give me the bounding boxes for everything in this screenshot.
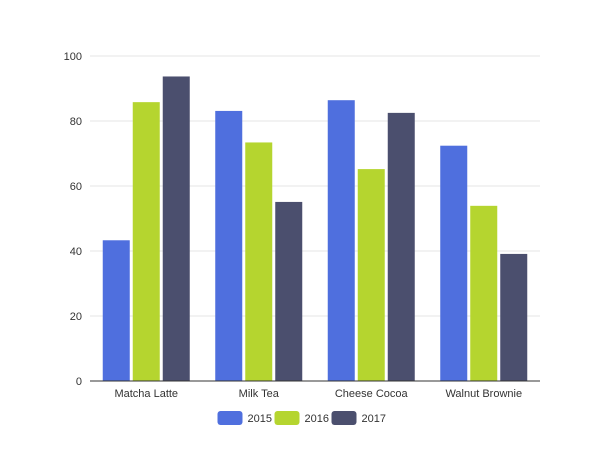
y-tick-label: 0 <box>76 376 82 388</box>
bar-2015-matcha-latte <box>102 240 130 381</box>
bar-2015-milk-tea <box>215 110 243 382</box>
legend-swatch-2016 <box>274 411 300 425</box>
bar-2017-matcha-latte <box>162 76 190 381</box>
x-tick-label: Cheese Cocoa <box>335 388 409 400</box>
x-tick-label: Walnut Brownie <box>445 388 522 400</box>
legend: 2015 2016 2017 <box>217 411 386 425</box>
y-tick-label: 100 <box>64 51 82 63</box>
x-axis-labels: Matcha Latte Milk Tea Cheese Cocoa Walnut B… <box>114 388 522 400</box>
y-tick-label: 80 <box>70 116 82 128</box>
legend-label-2017: 2017 <box>362 413 386 425</box>
bar-2016-milk-tea <box>245 142 273 381</box>
legend-swatch-2017 <box>331 411 357 425</box>
bar-2017-milk-tea <box>275 201 303 381</box>
bar-2015-walnut-brownie <box>440 145 468 381</box>
x-tick-label: Milk Tea <box>239 388 280 400</box>
bar-2015-cheese-cocoa <box>327 100 355 381</box>
y-axis-ticks: 0 20 40 60 80 100 <box>64 51 82 388</box>
y-tick-label: 40 <box>70 246 82 258</box>
bars <box>102 76 528 382</box>
x-tick-label: Matcha Latte <box>114 388 178 400</box>
legend-label-2016: 2016 <box>305 413 329 425</box>
bar-2017-walnut-brownie <box>500 253 528 381</box>
legend-label-2015: 2015 <box>248 413 272 425</box>
bar-2016-matcha-latte <box>132 102 160 382</box>
legend-swatch-2015 <box>217 411 243 425</box>
y-tick-label: 20 <box>70 311 82 323</box>
bar-2016-cheese-cocoa <box>357 169 385 381</box>
y-tick-label: 60 <box>70 181 82 193</box>
bar-2017-cheese-cocoa <box>387 112 415 381</box>
bar-2016-walnut-brownie <box>470 205 498 381</box>
